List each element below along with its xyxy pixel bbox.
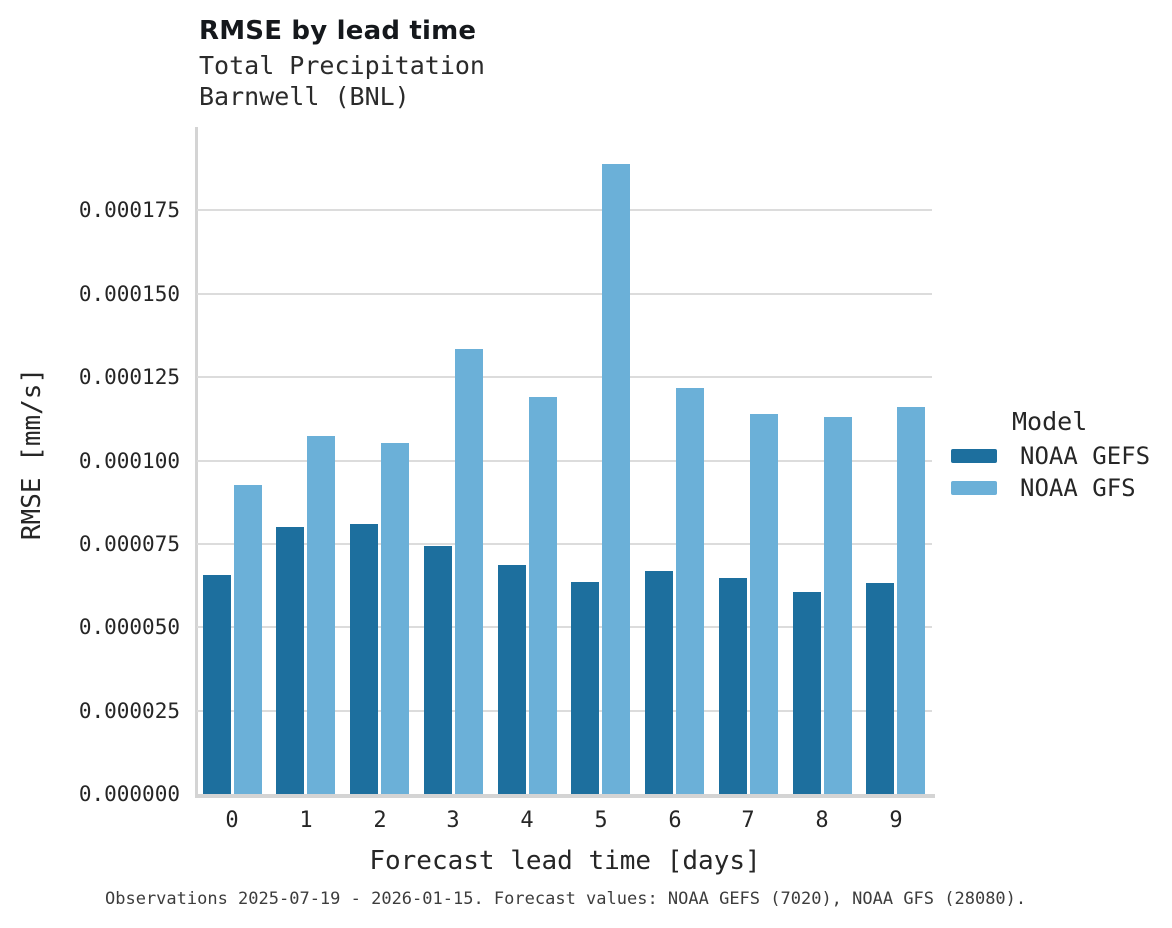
x-tick-label-7: 7 [741,808,755,833]
x-axis-spine [195,794,935,798]
x-tick-label-3: 3 [446,808,460,833]
y-tick-label-0.000075: 0.000075 [78,532,180,556]
gridline-0.000125 [197,376,932,378]
bar-noaa-gefs-lead-8 [793,592,821,794]
caption: Observations 2025-07-19 - 2026-01-15. Fo… [105,889,1027,909]
y-tick-label-0.000100: 0.000100 [78,449,180,473]
bar-noaa-gfs-lead-2 [381,443,409,794]
bar-noaa-gfs-lead-5 [602,164,630,794]
y-tick-label-0.000050: 0.000050 [78,615,180,639]
legend-label-noaa-gefs: NOAA GEFS [1020,442,1151,470]
bar-noaa-gefs-lead-2 [350,524,378,794]
bar-noaa-gefs-lead-5 [571,582,599,794]
gridline-0.000100 [197,460,932,462]
legend-title: Model [1012,407,1088,436]
gridline-0.000150 [197,293,932,295]
legend: Model NOAA GEFS NOAA GFS [951,404,1150,504]
y-tick-label-0.000150: 0.000150 [78,282,180,306]
gridline-0.000025 [197,710,932,712]
chart-subtitle-station: Barnwell (BNL) [199,82,410,111]
x-tick-label-2: 2 [373,808,387,833]
bar-noaa-gefs-lead-1 [276,527,304,794]
x-tick-label-6: 6 [668,808,682,833]
legend-item-noaa-gefs: NOAA GEFS [951,440,1150,472]
gridline-0.000175 [197,209,932,211]
x-tick-label-0: 0 [225,808,239,833]
x-tick-label-5: 5 [594,808,608,833]
chart-title: RMSE by lead time [199,16,477,46]
bar-noaa-gfs-lead-4 [529,397,557,794]
gridline-0.000050 [197,626,932,628]
x-tick-label-1: 1 [299,808,313,833]
bar-noaa-gfs-lead-3 [455,349,483,794]
bar-noaa-gefs-lead-0 [203,575,231,794]
y-tick-label-0.000125: 0.000125 [78,365,180,389]
legend-label-noaa-gfs: NOAA GFS [1020,474,1136,502]
bar-noaa-gfs-lead-1 [307,436,335,794]
x-tick-label-9: 9 [889,808,903,833]
bar-noaa-gfs-lead-8 [824,417,852,794]
legend-item-noaa-gfs: NOAA GFS [951,472,1150,504]
y-tick-label-0.000175: 0.000175 [78,198,180,222]
x-tick-label-4: 4 [520,808,534,833]
gridline-0.000075 [197,543,932,545]
bar-noaa-gefs-lead-4 [498,565,526,794]
y-tick-label-0.000025: 0.000025 [78,699,180,723]
bar-noaa-gfs-lead-7 [750,414,778,794]
legend-swatch-noaa-gfs [951,481,997,495]
bar-noaa-gefs-lead-6 [645,571,673,794]
x-tick-label-8: 8 [815,808,829,833]
y-axis-spine [195,127,198,795]
bar-noaa-gefs-lead-3 [424,546,452,794]
bar-noaa-gefs-lead-9 [866,583,894,794]
plot-area [197,127,932,794]
bar-noaa-gfs-lead-6 [676,388,704,794]
bar-noaa-gefs-lead-7 [719,578,747,794]
x-axis-label: Forecast lead time [days] [369,846,761,876]
bar-noaa-gfs-lead-9 [897,407,925,794]
chart-subtitle-variable: Total Precipitation [199,51,485,80]
bar-noaa-gfs-lead-0 [234,485,262,794]
y-tick-label-0.000000: 0.000000 [78,782,180,806]
legend-swatch-noaa-gefs [951,449,997,463]
